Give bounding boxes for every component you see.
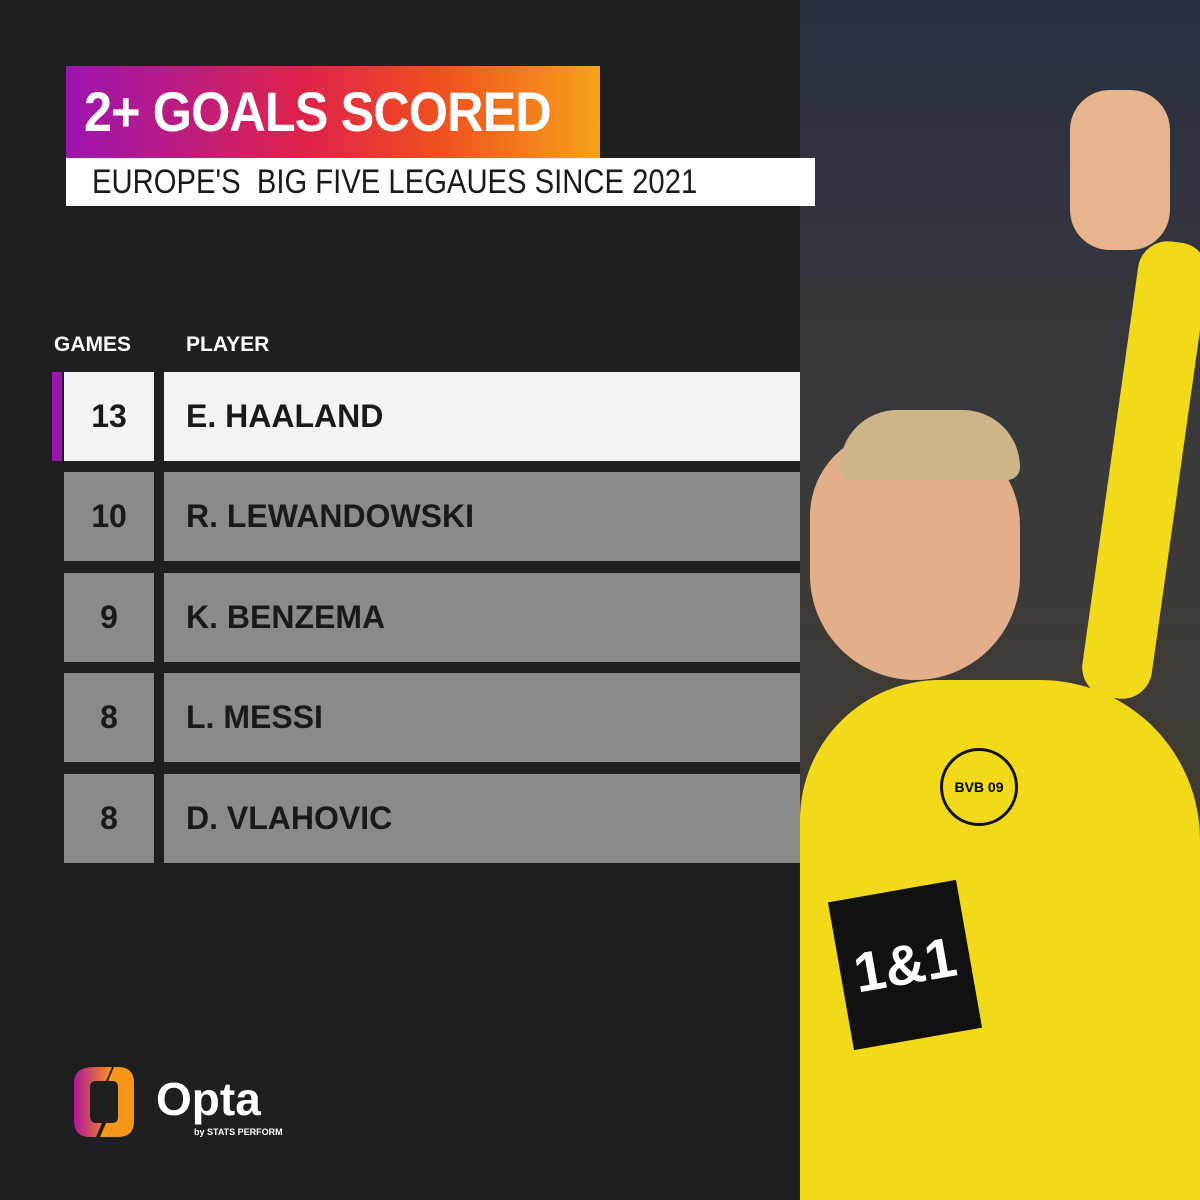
column-header-games: GAMES (54, 333, 132, 356)
logo-name: Opta (156, 1073, 261, 1125)
subtitle-banner: EUROPE'S BIG FIVE LEGAUES SINCE 2021 (66, 158, 815, 206)
hand (1070, 90, 1170, 250)
games-cell: 13 (64, 372, 154, 461)
column-header-player: PLAYER (186, 333, 270, 356)
table-row: 8 L. MESSI (52, 673, 800, 762)
highlight-accent (52, 372, 62, 461)
player-cell: D. VLAHOVIC (164, 774, 800, 863)
left-panel: 2+ GOALS SCORED EUROPE'S BIG FIVE LEGAUE… (52, 66, 815, 1153)
player-cell: E. HAALAND (164, 372, 800, 461)
player-photo: BVB 09 1&1 (800, 0, 1200, 1200)
opta-logo-mark-icon (74, 1067, 134, 1137)
games-cell: 8 (64, 673, 154, 762)
games-cell: 9 (64, 573, 154, 662)
title: 2+ GOALS SCORED (84, 80, 552, 143)
player-cell: K. BENZEMA (164, 573, 800, 662)
table-row: 8 D. VLAHOVIC (52, 774, 800, 863)
hair (840, 410, 1020, 480)
bvb-badge: BVB 09 (940, 748, 1018, 826)
games-cell: 8 (64, 774, 154, 863)
title-banner: 2+ GOALS SCORED (66, 66, 600, 158)
table-row: 9 K. BENZEMA (52, 573, 800, 662)
player-cell: L. MESSI (164, 673, 800, 762)
table-row: 10 R. LEWANDOWSKI (52, 472, 800, 561)
sponsor-logo: 1&1 (827, 879, 983, 1051)
raised-arm (1078, 237, 1200, 703)
logo-tagline: by STATS PERFORM (194, 1127, 283, 1137)
games-cell: 10 (64, 472, 154, 561)
opta-logo: Opta by STATS PERFORM (72, 1063, 332, 1153)
player-cell: R. LEWANDOWSKI (164, 472, 800, 561)
subtitle: EUROPE'S BIG FIVE LEGAUES SINCE 2021 (92, 163, 698, 201)
table-row: 13 E. HAALAND (52, 372, 800, 461)
